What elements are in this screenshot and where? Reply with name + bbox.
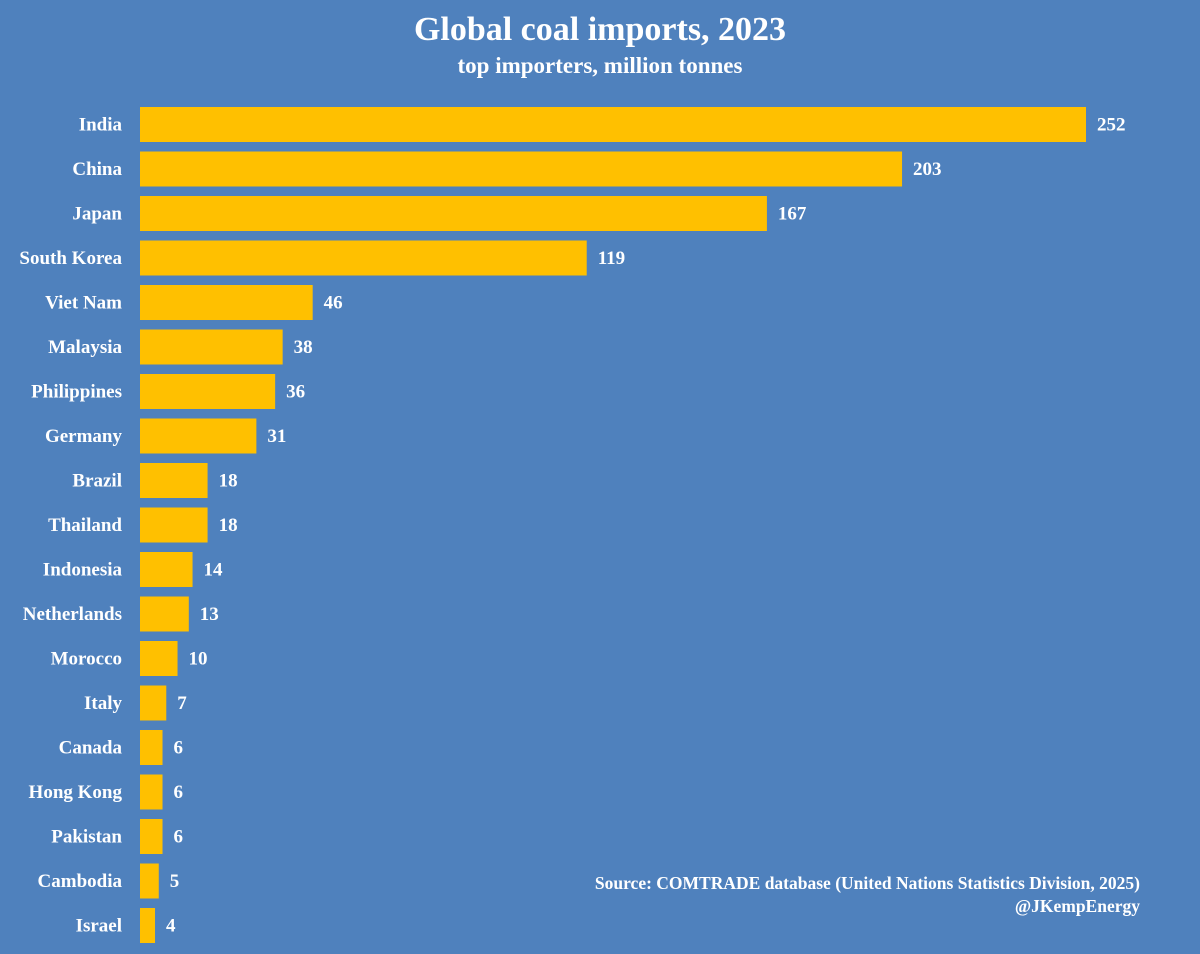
value-label-pakistan: 6: [174, 827, 184, 848]
category-label-morocco: Morocco: [51, 649, 122, 670]
category-label-hong-kong: Hong Kong: [29, 782, 123, 803]
value-label-canada: 6: [174, 738, 184, 759]
bar-morocco: [140, 641, 178, 676]
source-text: Source: COMTRADE database (United Nation…: [594, 873, 1140, 893]
category-label-malaysia: Malaysia: [48, 337, 122, 358]
value-label-south-korea: 119: [598, 248, 625, 269]
value-label-netherlands: 13: [200, 604, 219, 625]
bar-south-korea: [140, 240, 587, 276]
author-handle: @JKempEnergy: [1014, 896, 1140, 916]
category-label-israel: Israel: [76, 916, 122, 937]
bar-netherlands: [140, 596, 189, 632]
value-label-indonesia: 14: [204, 560, 224, 581]
value-label-thailand: 18: [219, 515, 238, 536]
value-label-hong-kong: 6: [174, 782, 184, 803]
value-label-india: 252: [1097, 115, 1126, 136]
bar-canada: [140, 730, 163, 765]
bar-germany: [140, 418, 257, 454]
category-label-cambodia: Cambodia: [38, 871, 123, 892]
bar-hong-kong: [140, 774, 163, 810]
category-label-netherlands: Netherlands: [23, 604, 122, 625]
category-label-india: India: [79, 115, 123, 136]
source-note: Source: COMTRADE database (United Nation…: [595, 872, 1140, 918]
chart-subtitle: top importers, million tonnes: [457, 53, 743, 78]
category-label-viet-nam: Viet Nam: [45, 293, 122, 314]
category-label-canada: Canada: [59, 738, 123, 759]
category-label-indonesia: Indonesia: [43, 560, 123, 581]
category-label-japan: Japan: [72, 204, 122, 225]
value-label-brazil: 18: [219, 471, 238, 492]
value-label-philippines: 36: [286, 382, 305, 403]
value-label-viet-nam: 46: [324, 293, 343, 314]
bar-philippines: [140, 374, 276, 409]
category-label-pakistan: Pakistan: [51, 827, 122, 848]
bar-italy: [140, 685, 167, 721]
bar-malaysia: [140, 329, 283, 365]
bar-japan: [140, 196, 767, 231]
category-label-philippines: Philippines: [31, 382, 122, 403]
bar-thailand: [140, 507, 208, 543]
value-label-malaysia: 38: [294, 337, 313, 358]
chart-title: Global coal imports, 2023: [413, 11, 787, 48]
category-label-italy: Italy: [84, 693, 123, 714]
value-label-cambodia: 5: [170, 871, 180, 892]
value-label-morocco: 10: [189, 649, 208, 670]
category-label-thailand: Thailand: [48, 515, 122, 536]
bar-israel: [140, 908, 156, 943]
bar-cambodia: [140, 863, 159, 899]
bar-china: [140, 151, 903, 187]
category-label-brazil: Brazil: [72, 471, 122, 492]
value-label-china: 203: [913, 159, 942, 180]
category-label-south-korea: South Korea: [19, 248, 122, 269]
value-label-italy: 7: [177, 693, 187, 714]
bar-pakistan: [140, 819, 163, 854]
bar-brazil: [140, 463, 208, 498]
bar-viet-nam: [140, 285, 313, 320]
category-label-china: China: [72, 159, 122, 180]
value-label-israel: 4: [166, 916, 176, 937]
bar-india: [140, 107, 1086, 142]
value-label-japan: 167: [778, 204, 807, 225]
bar-indonesia: [140, 552, 193, 587]
value-label-germany: 31: [267, 426, 286, 447]
category-label-germany: Germany: [45, 426, 123, 447]
